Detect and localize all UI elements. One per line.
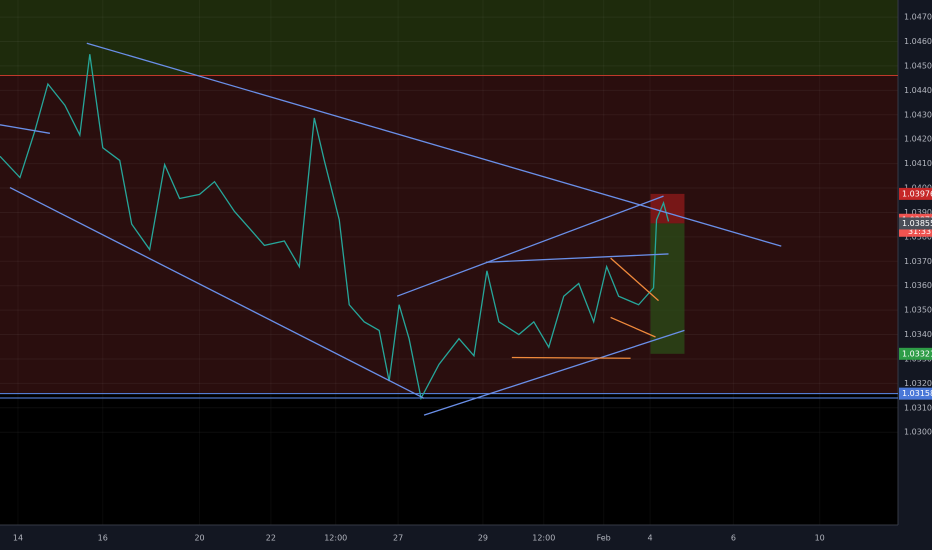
zone	[0, 393, 898, 525]
price-tag	[899, 387, 932, 400]
y-tick-label: 1.04300	[904, 110, 932, 119]
trend-line	[86, 42, 782, 247]
trend-line	[396, 195, 664, 297]
timer-tag	[899, 225, 932, 237]
x-tick-label: 6	[731, 534, 736, 543]
trend-line	[0, 124, 50, 134]
y-tick-label: 1.03500	[904, 306, 932, 315]
y-tick-label: 1.04200	[904, 135, 932, 144]
x-tick-label: 4	[648, 534, 653, 543]
y-tick-label: 1.03400	[904, 330, 932, 339]
x-tick-label: 27	[393, 534, 403, 543]
y-tick-label: 1.03700	[904, 257, 932, 266]
price-tag	[899, 347, 932, 360]
x-tick-label: 12:00	[532, 534, 555, 543]
trend-line	[610, 316, 656, 338]
price-tag	[899, 187, 932, 200]
y-tick-label: 1.04500	[904, 61, 932, 70]
trend-line	[423, 329, 685, 416]
x-tick-label: 14	[13, 534, 23, 543]
price-tag-label: 1.03976	[902, 189, 932, 198]
trend-line	[485, 253, 669, 263]
y-tick-label: 1.03600	[904, 281, 932, 290]
x-tick-label: 16	[98, 534, 108, 543]
x-tick-label: 10	[815, 534, 825, 543]
trend-line	[610, 257, 659, 302]
x-tick-label: 29	[478, 534, 488, 543]
zone	[0, 75, 898, 394]
y-tick-label: 1.03100	[904, 403, 932, 412]
x-tick-label: Feb	[597, 534, 611, 543]
y-tick-label: 1.04700	[904, 13, 932, 22]
x-tick-label: 22	[266, 534, 276, 543]
zone	[0, 0, 898, 76]
y-tick-label: 1.03000	[904, 428, 932, 437]
trend-line	[511, 356, 631, 359]
price-tag-label: 1.03158	[902, 389, 932, 398]
price-line	[0, 54, 670, 401]
y-tick-label: 1.03200	[904, 379, 932, 388]
y-tick-label: 1.04400	[904, 86, 932, 95]
y-tick-label: 1.04100	[904, 159, 932, 168]
timer-label: 31:33	[908, 227, 931, 236]
trend-line	[9, 186, 425, 399]
x-tick-label: 20	[194, 534, 204, 543]
price-tag	[899, 217, 932, 230]
price-tag-label: 1.03855	[902, 219, 932, 228]
y-tick-label: 1.03800	[904, 232, 932, 241]
y-tick-label: 1.04600	[904, 37, 932, 46]
x-tick-label: 12:00	[324, 534, 347, 543]
price-tag-label: 1.03321	[902, 349, 932, 358]
y-tick-label: 1.03900	[904, 208, 932, 217]
